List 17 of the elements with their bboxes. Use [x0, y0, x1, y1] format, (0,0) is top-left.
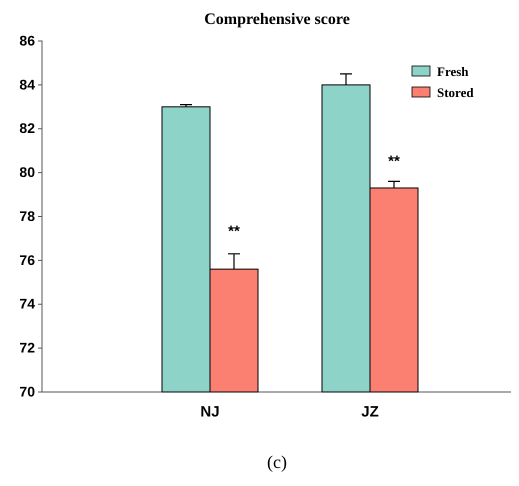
- chart-title: Comprehensive score: [204, 11, 350, 28]
- y-tick-label: 80: [19, 164, 36, 180]
- annotation: **: [388, 153, 400, 170]
- y-tick-label: 74: [19, 296, 36, 312]
- y-tick-label: 78: [19, 208, 36, 224]
- x-tick-label: JZ: [361, 404, 379, 421]
- y-tick-label: 84: [19, 76, 36, 92]
- y-tick-label: 70: [19, 383, 36, 400]
- legend-label: Fresh: [437, 64, 470, 79]
- text: (c): [267, 452, 287, 472]
- y-tick-label: 72: [19, 340, 36, 356]
- y-tick-label: 86: [19, 32, 36, 48]
- legend-label: Stored: [437, 85, 474, 100]
- y-tick-label: 82: [19, 120, 36, 136]
- y-tick-label: 76: [19, 252, 36, 268]
- annotation: **: [228, 223, 240, 240]
- x-tick-label: NJ: [200, 404, 220, 421]
